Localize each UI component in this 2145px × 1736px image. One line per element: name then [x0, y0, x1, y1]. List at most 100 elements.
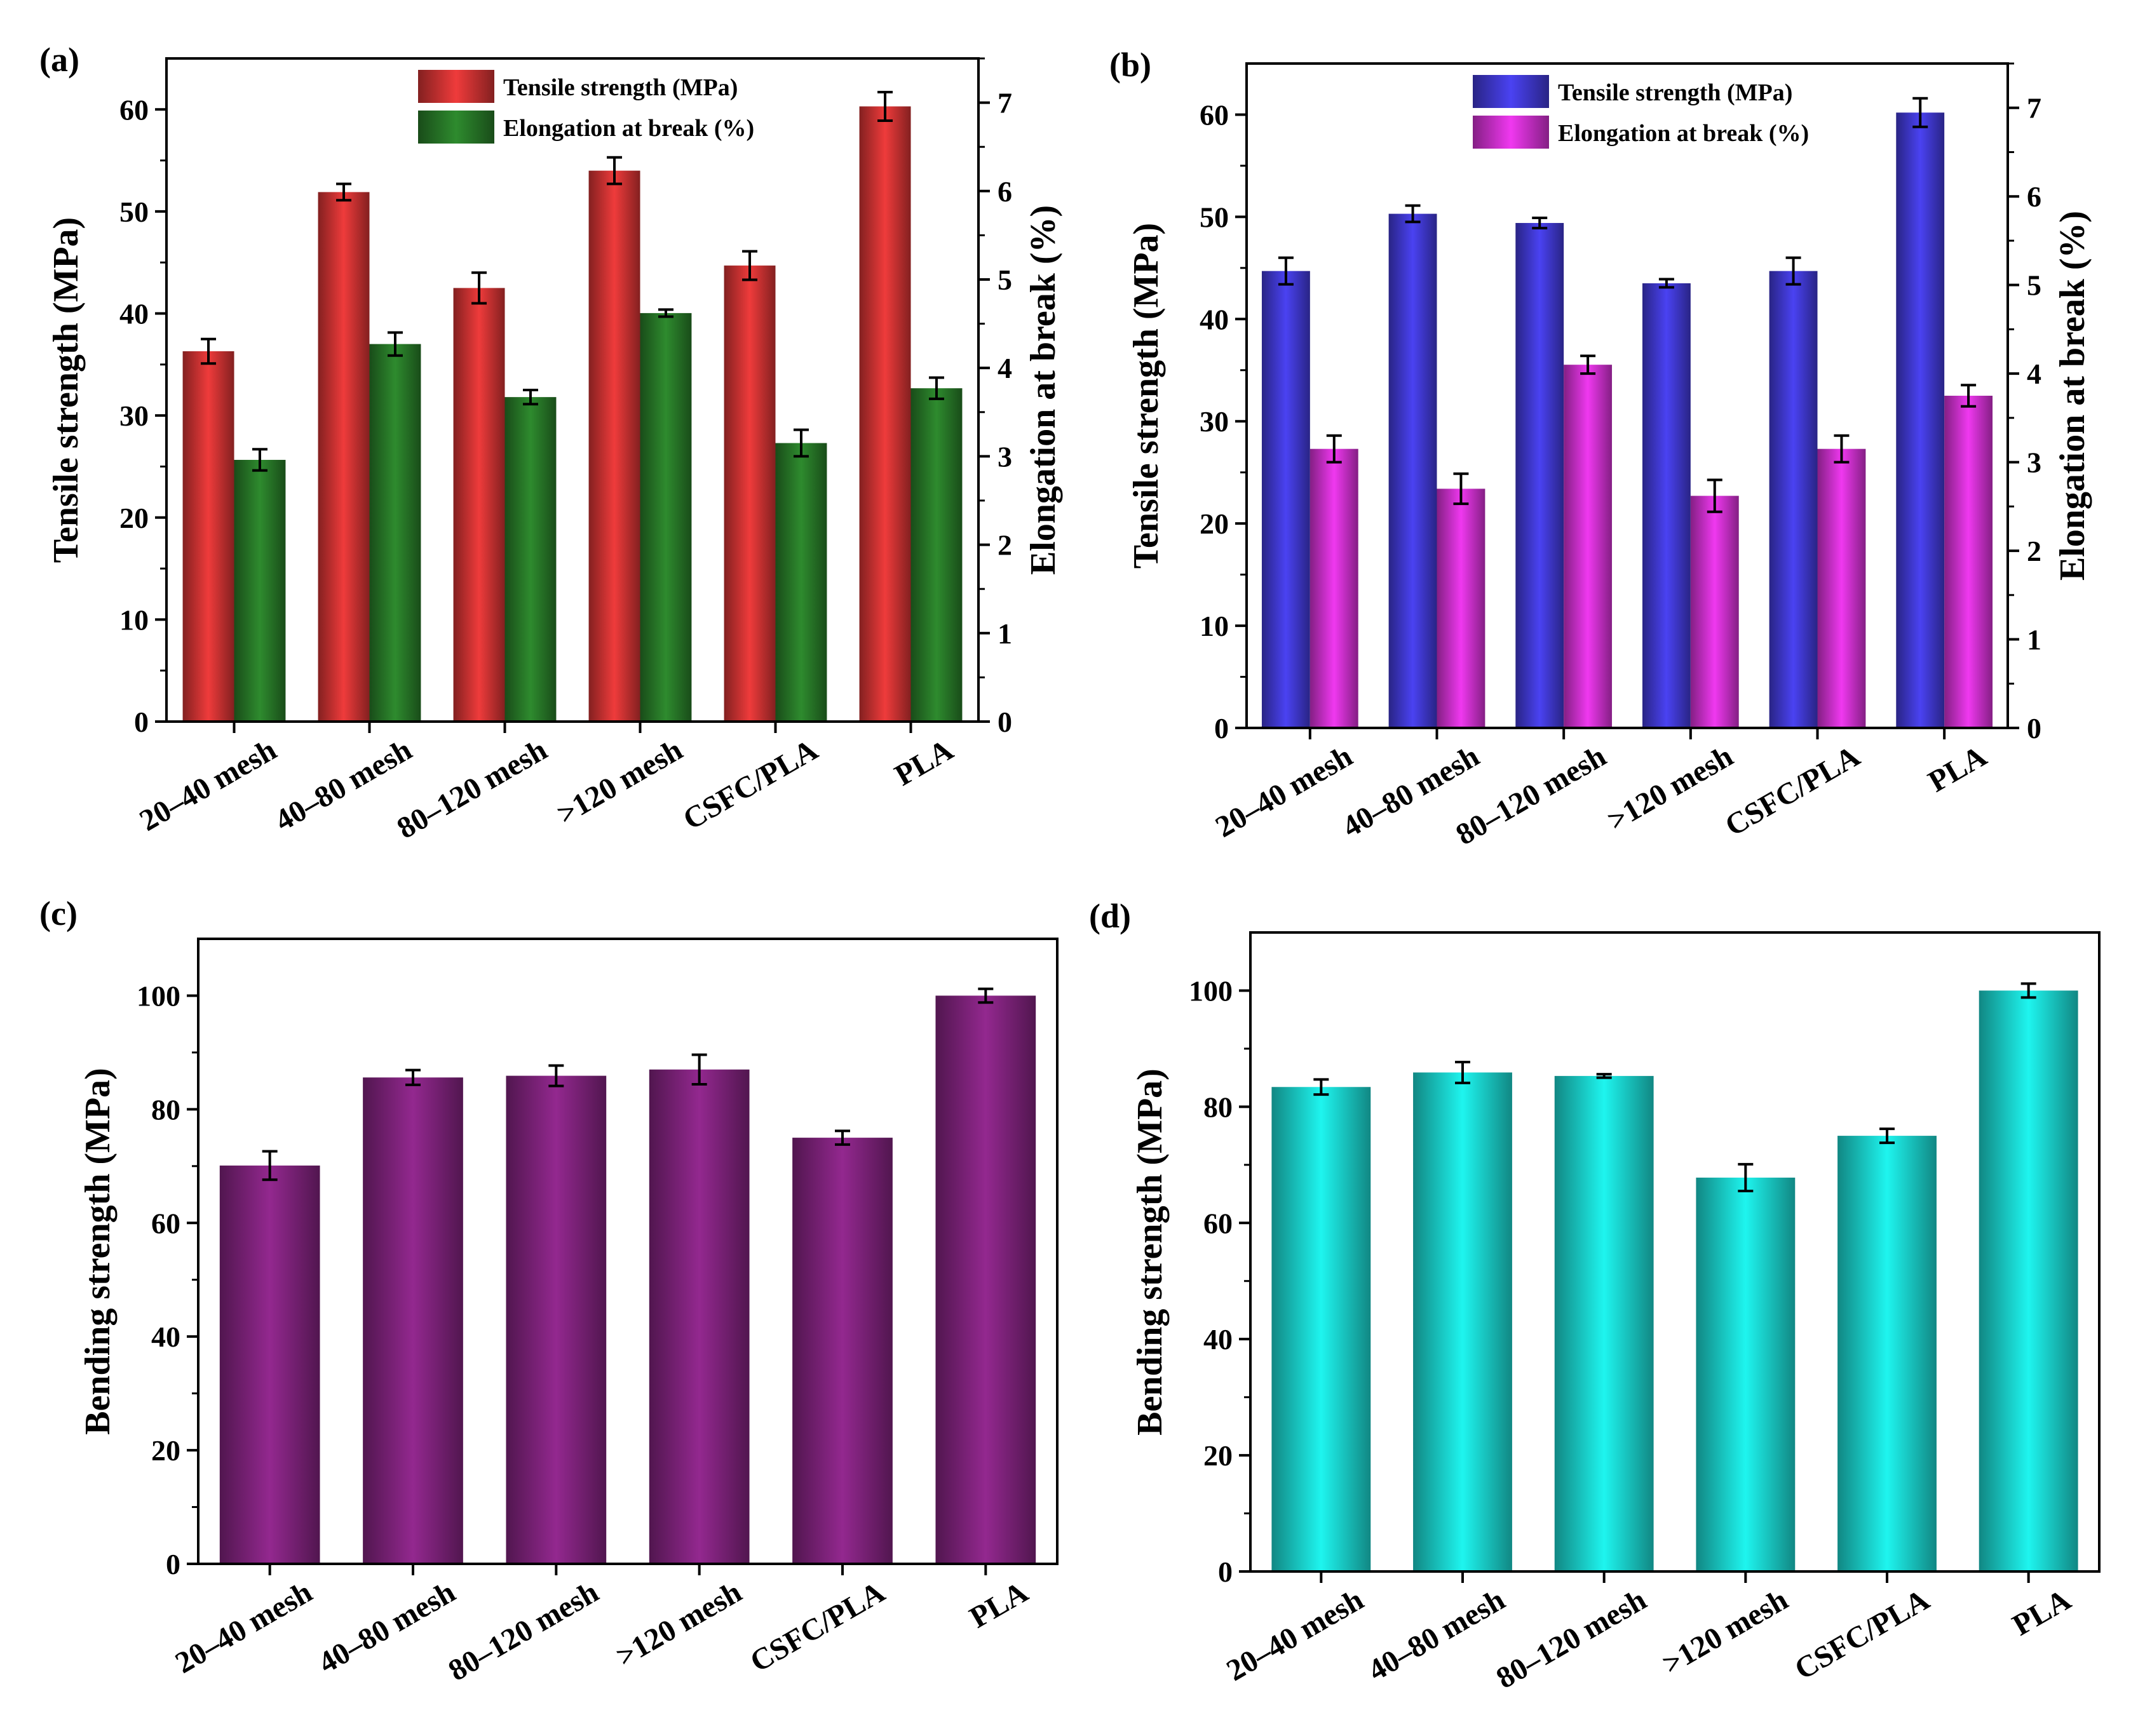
- panel-d-errorbar-0-0: [1313, 1078, 1329, 1096]
- panel-b-legend-label-1: Elongation at break (%): [1558, 120, 1809, 147]
- panel-a-ytick-label-3: 30: [119, 400, 149, 432]
- panel-a-bar-s2-3: [640, 313, 692, 722]
- panel-b-category-label-0: 20–40 mesh: [1210, 739, 1358, 844]
- panel-b-ytick-label-4: 40: [1200, 303, 1229, 335]
- panel-c-bar-s1-2: [506, 1075, 607, 1564]
- panel-d-category-label-1: 40–80 mesh: [1362, 1583, 1510, 1688]
- panel-c-category-label-5: PLA: [964, 1575, 1034, 1634]
- panel-b-errorbar-0-1: [1405, 204, 1421, 224]
- panel-a-ytick-right-label-7: 7: [998, 87, 1012, 119]
- panel-a-errorbar-0-1: [336, 182, 352, 202]
- panel-d-category-label-2: 80–120 mesh: [1491, 1583, 1652, 1695]
- panel-b-ytick-right-label-4: 4: [2027, 358, 2041, 390]
- panel-c-errorbar-0-0: [262, 1150, 278, 1181]
- panel-a-errorbar-1-4: [793, 428, 809, 458]
- panel-b-ytick-label-6: 60: [1200, 98, 1229, 131]
- panel-a-legend-label-1: Elongation at break (%): [503, 115, 754, 142]
- panel-b-bar-s1-1: [1388, 213, 1437, 729]
- panel-a-ytick-right-label-2: 2: [998, 529, 1012, 562]
- panel-a-legend-swatch-0: [418, 70, 494, 103]
- panel-d-errorbar-0-4: [1879, 1127, 1895, 1145]
- panel-b-ytick-label-2: 20: [1200, 508, 1229, 540]
- panel-c-ytick-label-0: 0: [166, 1548, 180, 1580]
- panel-b-errorbar-1-4: [1834, 434, 1850, 464]
- panel-a-errorbar-1-5: [928, 376, 944, 400]
- panel-b-bar-s1-5: [1896, 112, 1945, 729]
- panel-a-ytick-right-label-3: 3: [998, 440, 1012, 473]
- panel-a-errorbar-1-2: [522, 389, 538, 406]
- panel-a-bar-s1-5: [859, 106, 911, 722]
- panel-b-errorbar-1-1: [1453, 472, 1469, 506]
- panel-b-ytick-label-3: 30: [1200, 405, 1229, 438]
- panel-d-label: (d): [1089, 897, 1131, 935]
- panel-b-ytick-label-0: 0: [1214, 712, 1229, 744]
- panel-b-errorbar-0-0: [1278, 256, 1294, 286]
- panel-a-errorbar-0-3: [607, 156, 623, 185]
- panel-b-legend-swatch-1: [1473, 116, 1549, 149]
- panel-d-bar-s1-5: [1979, 990, 2078, 1571]
- panel-a-bar-s1-4: [724, 266, 776, 722]
- panel-b-ytick-label-5: 50: [1200, 201, 1229, 233]
- panel-c-errorbar-0-1: [405, 1068, 421, 1086]
- panel-a-legend-label-0: Tensile strength (MPa): [503, 74, 738, 101]
- panel-a-ylabel: Tensile strength (MPa): [46, 217, 86, 563]
- panel-c-bar-s1-4: [792, 1138, 893, 1564]
- panel-a-bar-s2-1: [369, 344, 421, 722]
- panel-b-errorbar-1-2: [1580, 354, 1596, 375]
- panel-b-errorbar-0-5: [1912, 97, 1928, 128]
- panel-b-ytick-right-label-7: 7: [2027, 92, 2041, 124]
- panel-a-errorbar-0-0: [201, 337, 217, 365]
- panel-d-ytick-label-2: 40: [1203, 1323, 1233, 1356]
- panel-c-category-label-0: 20–40 mesh: [170, 1575, 318, 1680]
- panel-a-ytick-right-label-5: 5: [998, 264, 1012, 296]
- panel-b-ytick-label-1: 10: [1200, 610, 1229, 642]
- panel-d-bar-s1-4: [1837, 1136, 1937, 1571]
- panel-d-ylabel: Bending strength (MPa): [1130, 1068, 1170, 1436]
- panel-d-errorbar-0-3: [1738, 1162, 1754, 1192]
- panel-a-ytick-label-6: 60: [119, 93, 149, 126]
- panel-b-bar-s2-3: [1690, 495, 1739, 728]
- panel-c-errorbar-0-5: [978, 987, 994, 1004]
- panel-a-ytick-label-1: 10: [119, 603, 149, 636]
- panel-a-bar-s1-3: [588, 170, 640, 722]
- panel-a-errorbar-0-4: [742, 250, 758, 281]
- panel-a-bar-s1-2: [453, 288, 505, 722]
- panel-a-errorbar-1-0: [252, 448, 267, 472]
- panel-b-errorbar-1-0: [1326, 434, 1342, 464]
- panel-b-category-label-3: >120 mesh: [1602, 739, 1738, 838]
- panel-c-errorbar-0-3: [691, 1053, 707, 1086]
- panel-a-bar-s2-0: [234, 459, 286, 722]
- panel-b-ytick-right-label-6: 6: [2027, 180, 2041, 213]
- panel-b-errorbar-0-3: [1658, 278, 1674, 289]
- panel-b-errorbar-0-2: [1532, 216, 1548, 230]
- panel-a-bar-s2-5: [910, 388, 963, 722]
- panel-b-bar-s2-4: [1817, 448, 1866, 728]
- panel-b-bar-s1-0: [1261, 271, 1310, 729]
- panel-d-category-label-5: PLA: [2007, 1582, 2077, 1642]
- panel-b-ytick-right-label-0: 0: [2027, 712, 2041, 744]
- panel-d-ytick-label-0: 0: [1218, 1556, 1233, 1588]
- panel-b-bar-s1-3: [1642, 283, 1691, 728]
- panel-b-bar-s2-0: [1309, 448, 1358, 728]
- panel-b-frame: [1245, 62, 2009, 729]
- panel-d-bar-s1-2: [1554, 1075, 1654, 1571]
- panel-a-errorbar-1-3: [658, 308, 673, 318]
- panel-d-bar-s1-0: [1271, 1087, 1371, 1571]
- panel-d-ytick-label-4: 80: [1203, 1091, 1233, 1123]
- panel-b-errorbar-1-5: [1961, 384, 1977, 408]
- panel-a-ytick-label-5: 50: [119, 196, 149, 228]
- panel-a-bar-s2-4: [775, 443, 827, 722]
- panel-a-ytick-right-label-0: 0: [998, 706, 1012, 738]
- panel-a-category-label-3: >120 mesh: [551, 733, 688, 831]
- panel-b-ylabel: Tensile strength (MPa): [1127, 223, 1166, 569]
- panel-a-category-label-2: 80–120 mesh: [391, 733, 553, 845]
- panel-a-bar-s1-1: [318, 192, 370, 722]
- panel-b-ytick-right-label-2: 2: [2027, 535, 2041, 567]
- panel-a-ylabel-right: Elongation at break (%): [1024, 205, 1063, 575]
- panel-a-category-label-4: CSFC/PLA: [677, 732, 823, 836]
- panel-b-ylabel-right: Elongation at break (%): [2053, 211, 2092, 581]
- panel-a-ytick-label-4: 40: [119, 298, 149, 330]
- panel-a-ytick-right-label-6: 6: [998, 175, 1012, 208]
- panel-d-ytick-label-1: 20: [1203, 1439, 1233, 1472]
